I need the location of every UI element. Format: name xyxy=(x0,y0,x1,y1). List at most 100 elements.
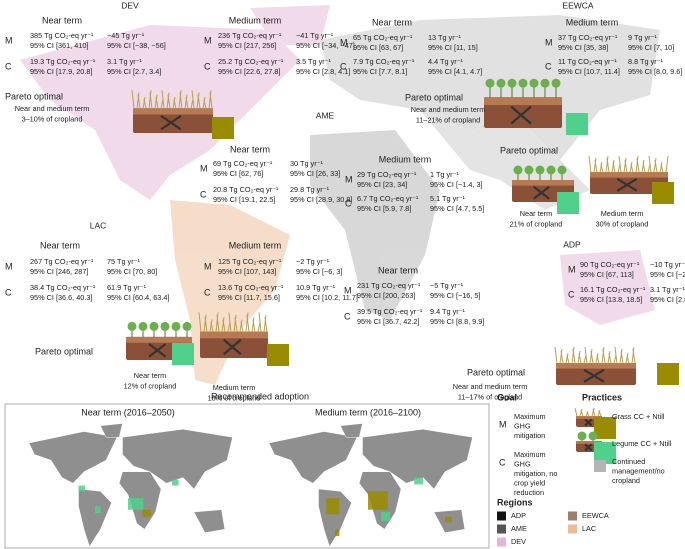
yield-change: −41 Tg yr⁻¹ xyxy=(296,31,334,40)
adoption-area xyxy=(128,498,144,510)
grass-blade xyxy=(216,314,220,333)
term-title: Near term xyxy=(378,265,418,275)
goal-text: Maximum xyxy=(514,450,546,459)
yield-change: 30 Tg yr⁻¹ xyxy=(290,159,323,168)
leaf xyxy=(546,165,556,175)
goal-text: GHG xyxy=(514,459,531,468)
goal-letter: C xyxy=(545,61,552,71)
topsoil xyxy=(126,336,192,343)
mitigation-ci: 95% CI [63, 67] xyxy=(353,43,403,52)
grass-blade xyxy=(154,94,158,109)
mitigation-ci: 95% CI [13.8, 18.5] xyxy=(580,295,642,304)
region-swatch xyxy=(497,524,506,534)
grass-blade xyxy=(592,408,596,417)
mitigation: 90 Tg CO₂-eq yr⁻¹ xyxy=(580,260,640,269)
leaf xyxy=(588,431,598,441)
mitigation: 385 Tg CO₂-eq yr⁻¹ xyxy=(30,31,94,40)
grass-blade xyxy=(560,350,564,364)
grass-blade xyxy=(605,155,609,173)
grass-blade xyxy=(566,354,570,364)
adoption-area xyxy=(414,477,423,485)
pareto-caption: Near and medium term xyxy=(411,105,486,114)
mitigation: 236 Tg CO₂-eq yr⁻¹ xyxy=(218,31,282,40)
pareto-caption: 18% of cropland xyxy=(208,393,261,402)
goal-letter: M xyxy=(545,37,553,47)
goal-letter: M xyxy=(499,419,507,429)
grass-blade xyxy=(258,312,262,333)
grass-blade xyxy=(599,161,603,173)
grass-blade xyxy=(653,157,657,173)
yield-change: 3.1 Tg yr⁻¹ xyxy=(107,57,143,66)
grass-blade xyxy=(660,163,664,173)
grass-blade xyxy=(585,410,589,417)
grass-blade xyxy=(222,319,226,333)
grass-blade xyxy=(635,155,639,173)
yield-ci: 95% CI [−34, −47] xyxy=(296,41,355,50)
pareto-caption: Near term xyxy=(134,371,166,380)
adoption-area xyxy=(95,506,101,514)
grass-blade xyxy=(619,348,623,364)
grass-blade xyxy=(142,96,146,109)
mitigation: 7.9 Tg CO₂-eq yr⁻¹ xyxy=(353,57,415,66)
roots xyxy=(616,177,638,192)
pareto-caption: 11–21% of cropland xyxy=(416,115,480,124)
grass-blade xyxy=(636,157,640,173)
yield-ci: 95% CI [2.7, 3.4] xyxy=(107,67,161,76)
yield-change: −2 Tg yr⁻¹ xyxy=(296,257,330,266)
mitigation-ci: 95% CI [62, 76] xyxy=(213,169,263,178)
adoption-title: Recommended adoption xyxy=(211,391,309,401)
grass-blade xyxy=(611,159,615,173)
yield-change: 8.8 Tg yr⁻¹ xyxy=(628,57,664,66)
practice-swatch xyxy=(557,192,579,214)
region-text: EEWCA xyxy=(582,511,609,520)
adoption-area xyxy=(335,529,340,537)
term-title: Near term xyxy=(230,144,270,154)
practice-swatch xyxy=(594,460,606,472)
grass-blade xyxy=(600,163,604,173)
leaf xyxy=(485,78,495,88)
mitigation: 19.3 Tg CO₂-eq yr⁻¹ xyxy=(30,57,96,66)
grass-blade xyxy=(620,350,624,364)
leaf xyxy=(518,78,528,88)
grass-blade xyxy=(208,90,212,109)
grass-blade xyxy=(554,346,558,364)
grass-blade xyxy=(559,348,563,364)
roots xyxy=(584,443,593,452)
region-text: LAC xyxy=(582,524,596,533)
mitigation-ci: 95% CI [36.6, 40.3] xyxy=(30,293,92,302)
grass-blade xyxy=(166,92,170,109)
soil-illustration xyxy=(131,90,234,139)
land xyxy=(122,428,233,490)
mitigation-ci: 95% CI [10.7, 11.4] xyxy=(558,67,620,76)
goal-text: mitigation, no xyxy=(514,469,557,478)
grass-blade xyxy=(612,161,616,173)
grass-blade xyxy=(149,92,153,109)
grass-blade xyxy=(632,348,636,364)
adoption-area xyxy=(381,512,390,522)
land xyxy=(78,488,112,548)
map-title: Near term (2016–2050) xyxy=(81,407,175,417)
leaf xyxy=(577,431,587,441)
practice-swatch xyxy=(657,363,679,385)
grass-blade xyxy=(185,96,189,109)
yield-change: 10.9 Tg yr⁻¹ xyxy=(296,283,336,292)
yield-ci: 95% CI [−16, 5] xyxy=(430,291,481,300)
practice-swatch xyxy=(267,344,289,366)
mitigation: 13.6 Tg CO₂-eq yr⁻¹ xyxy=(218,283,284,292)
mitigation-ci: 95% CI [17.9, 20.8] xyxy=(30,67,92,76)
grass-blade xyxy=(601,346,605,364)
region-swatch xyxy=(568,524,577,534)
term-title: Near term xyxy=(42,15,82,25)
grass-blade xyxy=(630,163,634,173)
pareto-caption: 3–10% of cropland xyxy=(22,114,83,123)
grass-blade xyxy=(239,319,243,333)
region-swatch xyxy=(497,511,506,521)
leaf xyxy=(524,165,534,175)
pareto-title: Pareto optimal xyxy=(5,91,63,101)
region-text: ADP xyxy=(511,511,526,520)
leaf xyxy=(127,321,137,331)
grass-blade xyxy=(571,346,575,364)
grass-blade xyxy=(588,155,592,173)
term-title: Medium term xyxy=(229,240,282,250)
grass-blade xyxy=(614,346,618,364)
